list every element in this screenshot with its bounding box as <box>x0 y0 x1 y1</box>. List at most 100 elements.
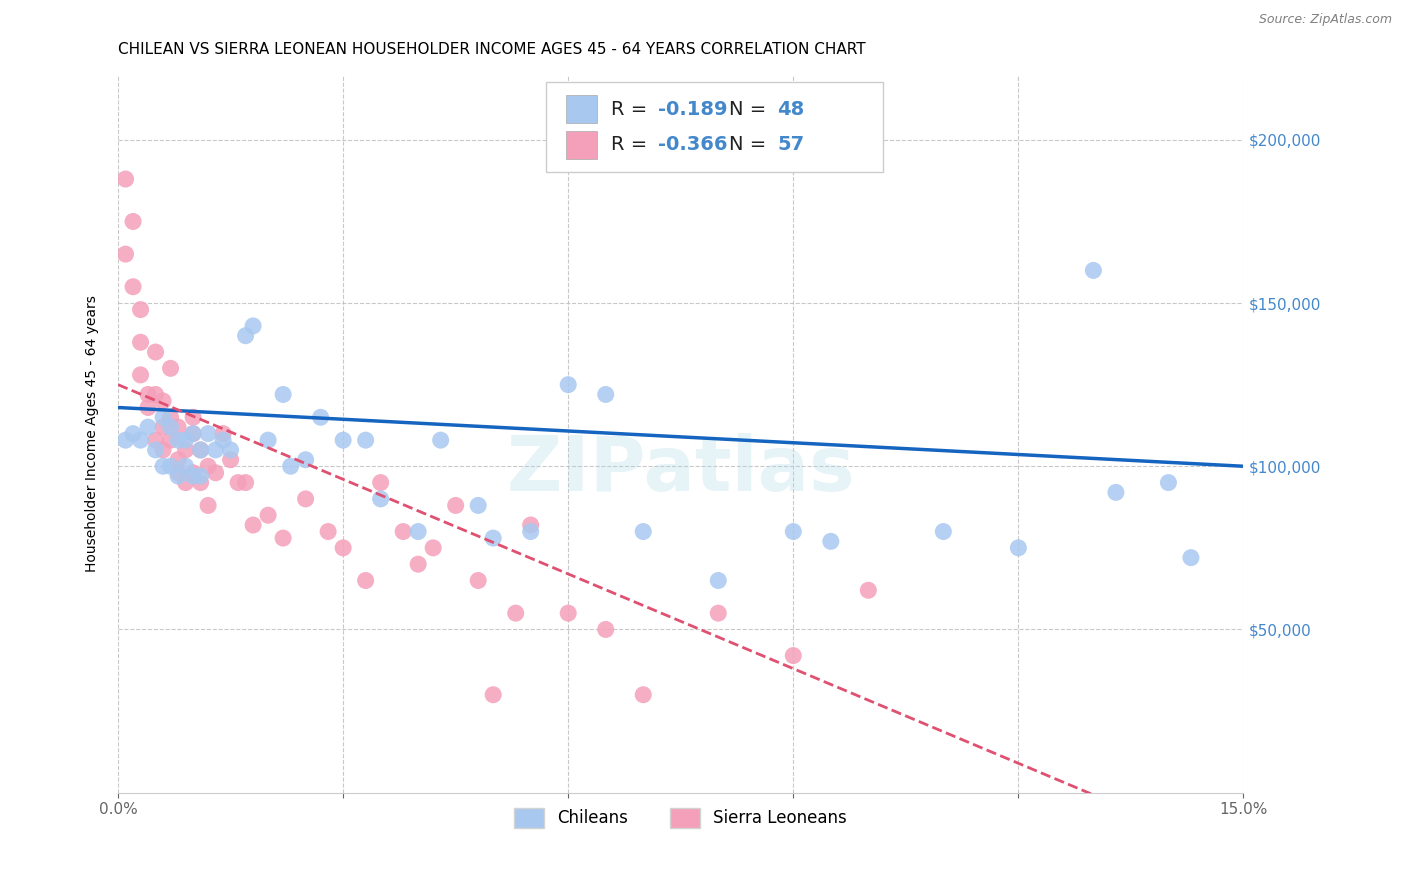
Point <box>782 524 804 539</box>
Point <box>174 442 197 457</box>
Point <box>167 469 190 483</box>
Point <box>159 433 181 447</box>
Point <box>159 361 181 376</box>
Point <box>212 426 235 441</box>
Point <box>309 410 332 425</box>
Point <box>219 452 242 467</box>
Text: 48: 48 <box>778 100 804 119</box>
Point <box>782 648 804 663</box>
Point <box>145 442 167 457</box>
Text: ZIPatlas: ZIPatlas <box>506 433 855 507</box>
Point <box>707 574 730 588</box>
Point <box>129 433 152 447</box>
Text: 57: 57 <box>778 136 804 154</box>
Point <box>190 475 212 490</box>
Point <box>631 688 654 702</box>
Point <box>219 442 242 457</box>
Point <box>114 247 136 261</box>
Point <box>129 335 152 350</box>
Point <box>159 420 181 434</box>
Point <box>167 466 190 480</box>
Point <box>136 387 159 401</box>
Text: -0.366: -0.366 <box>658 136 728 154</box>
Point <box>406 557 429 571</box>
Point <box>1083 263 1105 277</box>
Point <box>190 442 212 457</box>
Point <box>181 466 204 480</box>
Point <box>932 524 955 539</box>
Point <box>505 606 527 620</box>
Point <box>422 541 444 555</box>
Point <box>595 623 617 637</box>
Point <box>167 433 190 447</box>
Point <box>557 606 579 620</box>
Point <box>257 508 280 523</box>
Point <box>167 420 190 434</box>
Point <box>280 459 302 474</box>
Point <box>190 442 212 457</box>
Point <box>406 524 429 539</box>
Point <box>354 574 377 588</box>
Point <box>226 475 249 490</box>
Point <box>152 394 174 409</box>
Point <box>174 475 197 490</box>
Point <box>122 279 145 293</box>
FancyBboxPatch shape <box>567 130 598 160</box>
Point <box>159 410 181 425</box>
Point <box>858 583 880 598</box>
Point <box>370 491 392 506</box>
Point <box>482 688 505 702</box>
Point <box>129 368 152 382</box>
Y-axis label: Householder Income Ages 45 - 64 years: Householder Income Ages 45 - 64 years <box>86 295 100 572</box>
Point <box>1105 485 1128 500</box>
Point <box>467 574 489 588</box>
Point <box>181 426 204 441</box>
Point <box>152 442 174 457</box>
Point <box>181 426 204 441</box>
Point <box>136 420 159 434</box>
Point <box>114 172 136 186</box>
Point <box>235 475 257 490</box>
Point <box>332 433 354 447</box>
Point <box>631 524 654 539</box>
Point <box>294 452 316 467</box>
Point <box>242 318 264 333</box>
Point <box>122 426 145 441</box>
Point <box>354 433 377 447</box>
Point <box>152 420 174 434</box>
Point <box>152 459 174 474</box>
Point <box>370 475 392 490</box>
Text: CHILEAN VS SIERRA LEONEAN HOUSEHOLDER INCOME AGES 45 - 64 YEARS CORRELATION CHAR: CHILEAN VS SIERRA LEONEAN HOUSEHOLDER IN… <box>118 42 866 57</box>
Point <box>271 387 294 401</box>
Point <box>467 499 489 513</box>
Point <box>204 466 226 480</box>
Legend: Chileans, Sierra Leoneans: Chileans, Sierra Leoneans <box>508 801 853 835</box>
Point <box>197 499 219 513</box>
Point <box>181 469 204 483</box>
Point <box>482 531 505 545</box>
Text: Source: ZipAtlas.com: Source: ZipAtlas.com <box>1258 13 1392 27</box>
Text: N =: N = <box>730 100 773 119</box>
Text: -0.189: -0.189 <box>658 100 728 119</box>
Point <box>707 606 730 620</box>
Point <box>145 433 167 447</box>
Point <box>204 442 226 457</box>
FancyBboxPatch shape <box>567 95 598 123</box>
Point <box>181 410 204 425</box>
Point <box>316 524 339 539</box>
Point <box>129 302 152 317</box>
Point <box>1007 541 1029 555</box>
Point <box>235 328 257 343</box>
Point <box>190 469 212 483</box>
Point <box>174 459 197 474</box>
Point <box>294 491 316 506</box>
Point <box>152 410 174 425</box>
Point <box>167 452 190 467</box>
Point <box>114 433 136 447</box>
Point <box>242 518 264 533</box>
Point <box>519 524 541 539</box>
Point <box>392 524 415 539</box>
Point <box>820 534 842 549</box>
FancyBboxPatch shape <box>546 82 883 171</box>
Point <box>595 387 617 401</box>
